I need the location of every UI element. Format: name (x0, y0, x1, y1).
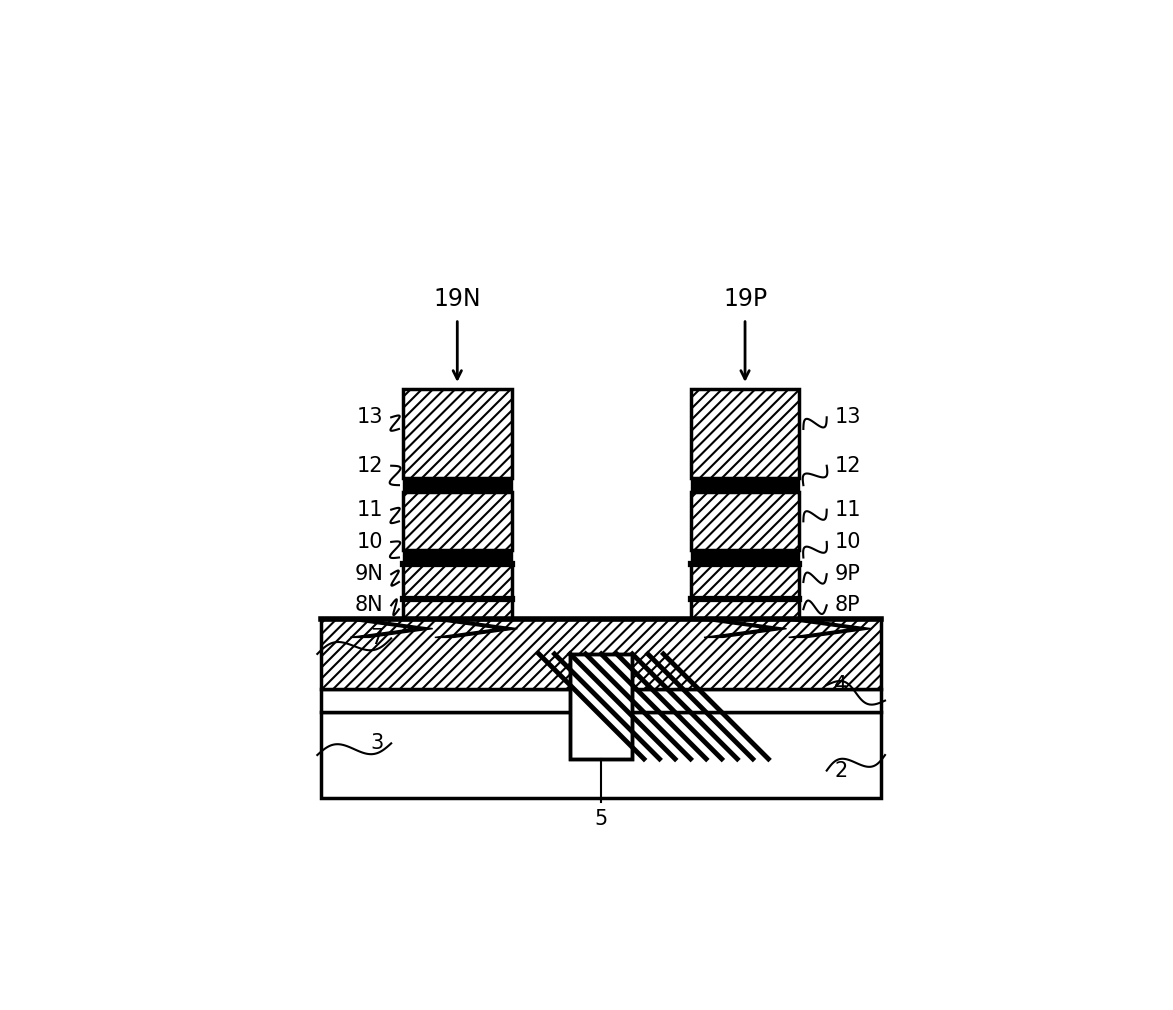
Bar (402, 492, 511, 550)
Text: 11: 11 (357, 500, 384, 520)
Text: 9N: 9N (354, 565, 384, 584)
Bar (402, 478, 511, 492)
Text: 2: 2 (834, 761, 848, 781)
Text: 7: 7 (371, 628, 384, 648)
Polygon shape (788, 620, 872, 637)
Text: 3: 3 (371, 733, 384, 753)
Text: 13: 13 (357, 407, 384, 427)
Text: 19P: 19P (723, 287, 767, 311)
Bar (402, 565, 511, 600)
Polygon shape (704, 620, 787, 637)
Text: 11: 11 (834, 500, 861, 520)
Text: 10: 10 (357, 532, 384, 551)
Polygon shape (350, 620, 433, 637)
Bar (691, 550, 800, 565)
Text: 10: 10 (834, 532, 861, 551)
Bar (691, 492, 800, 550)
Bar (570, 653, 632, 759)
Text: 12: 12 (357, 456, 384, 476)
Text: 9P: 9P (834, 565, 860, 584)
Bar (691, 389, 800, 478)
Bar (402, 550, 511, 565)
Bar (321, 689, 881, 712)
Text: 12: 12 (834, 456, 861, 476)
Bar (402, 389, 511, 478)
Text: 13: 13 (834, 407, 861, 427)
Bar (321, 619, 881, 689)
Bar (691, 565, 800, 600)
Bar (321, 712, 881, 798)
Bar (691, 478, 800, 492)
Text: 8N: 8N (354, 595, 384, 615)
Polygon shape (435, 620, 517, 637)
Bar (402, 600, 511, 619)
Text: 8P: 8P (834, 595, 860, 615)
Bar (570, 653, 632, 759)
Text: 19N: 19N (434, 287, 481, 311)
Text: 5: 5 (595, 809, 608, 829)
Bar (691, 600, 800, 619)
Text: 4: 4 (834, 675, 848, 695)
